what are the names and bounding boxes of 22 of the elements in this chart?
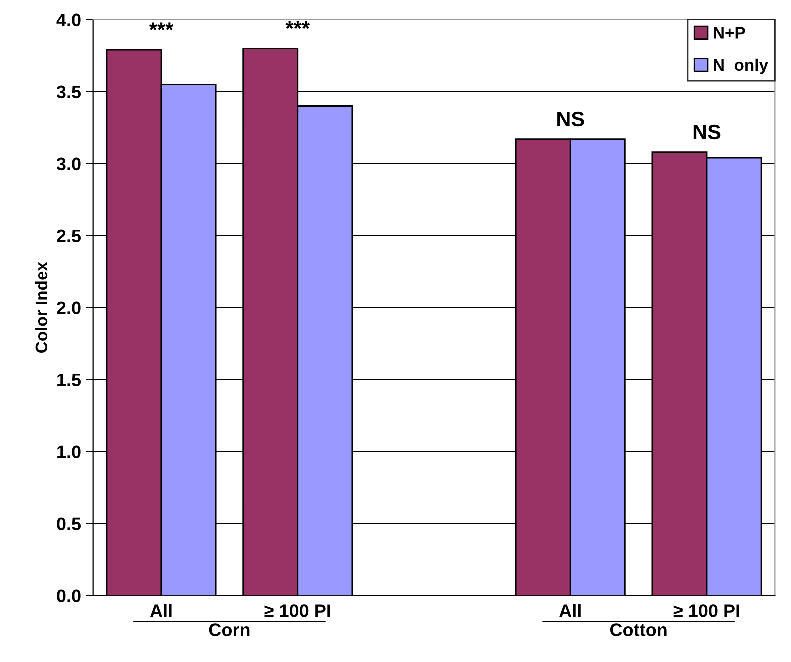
text: Cotton [610, 624, 667, 636]
x-tick-label: ≥ 100 PI [674, 604, 740, 618]
y-tick-label: 1.0 [58, 446, 81, 459]
x-tick-label: All [150, 604, 172, 618]
annotation: *** [286, 21, 310, 30]
y-tick-label: 2.0 [57, 302, 81, 315]
y-tick-label: 2.5 [57, 230, 82, 243]
y-tick-label: 4.0 [56, 14, 81, 27]
y-tick-label: 0.0 [57, 590, 81, 603]
annotation: *** [149, 22, 174, 31]
y-tick-label: 1.5 [58, 374, 82, 387]
y-axis-title: Color Index [35, 262, 48, 353]
y-tick-label: 0.5 [57, 518, 82, 531]
annotation: NS [694, 124, 721, 140]
annotation: NS [558, 112, 584, 127]
legend-label: N+P [714, 27, 746, 39]
text: Corn [209, 624, 250, 636]
x-tick-label: ≥ 100 PI [264, 604, 330, 618]
legend-label: N only [714, 58, 768, 74]
x-tick-label: All [560, 604, 581, 618]
y-tick-label: 3.0 [56, 158, 81, 171]
y-tick-label: 3.5 [56, 86, 82, 99]
